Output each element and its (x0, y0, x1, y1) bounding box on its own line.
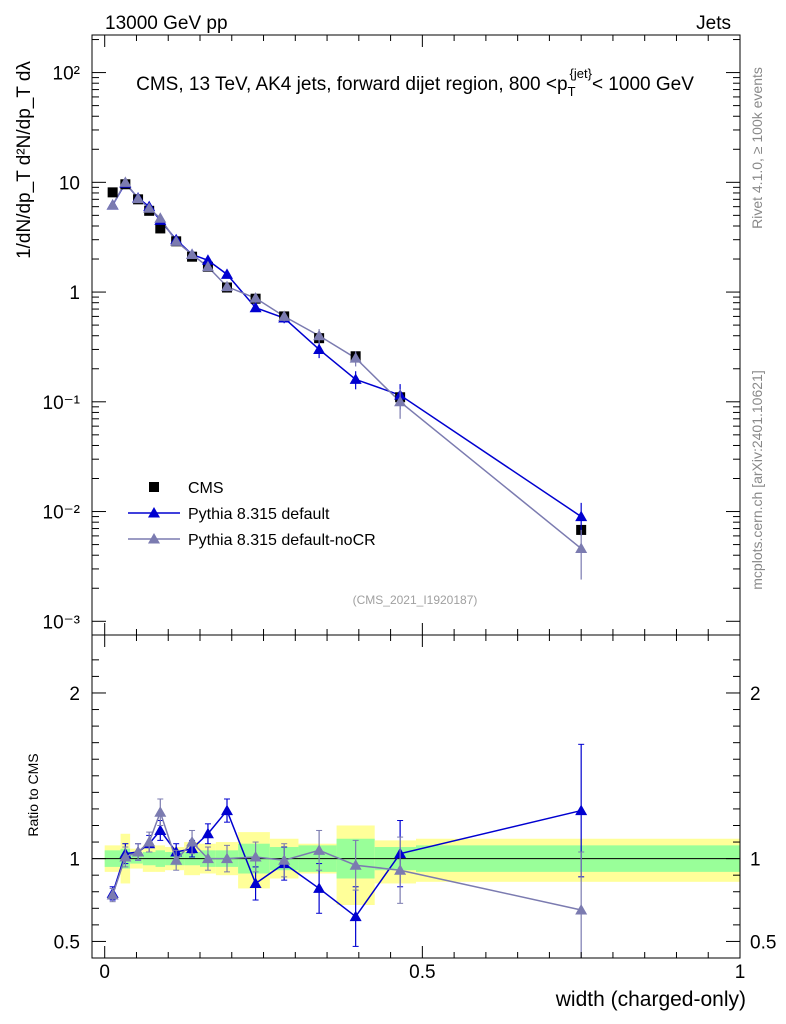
point-pythia-8-315-default (313, 343, 326, 354)
ratio-point-pythia-8-315-default (201, 827, 214, 839)
y-tick-label: 10⁻² (43, 503, 81, 524)
ratio-y-tick-label-right: 1 (750, 850, 761, 871)
y-tick-label: 10 (59, 173, 80, 194)
ratio-point-pythia-8-315-default-nocr (575, 903, 588, 915)
point-pythia-8-315-default-nocr (575, 542, 588, 554)
legend: CMS Pythia 8.315 default Pythia 8.315 defa… (128, 480, 376, 549)
ratio-point-pythia-8-315-default (313, 882, 326, 893)
mcplots-label: mcplots.cern.ch [arXiv:2401.10621] (749, 370, 765, 589)
legend-marker-cms (149, 482, 159, 492)
point-pythia-8-315-default-nocr (201, 260, 214, 272)
ratio-y-tick-label: 0.5 (54, 932, 80, 953)
point-pythia-8-315-default-nocr (186, 248, 199, 259)
ratio-point-pythia-8-315-default (249, 877, 262, 888)
y-tick-label: 10⁻¹ (43, 393, 81, 414)
x-axis-label: width (charged-only) (555, 988, 746, 1011)
point-pythia-8-315-default (221, 268, 233, 279)
x-tick-label: 1 (735, 962, 746, 983)
point-pythia-8-315-default-nocr (132, 192, 145, 204)
main-panel (106, 176, 588, 580)
analysis-tag: (CMS_2021_I1920187) (353, 593, 478, 607)
point-pythia-8-315-default-nocr (313, 329, 326, 341)
ratio-point-pythia-8-315-default-nocr (186, 836, 199, 847)
x-tick-label: 0 (99, 962, 110, 983)
chart-title: CMS, 13 TeV, AK4 jets, forward dijet reg… (136, 66, 694, 99)
ratio-point-pythia-8-315-default-nocr (221, 852, 233, 864)
legend-marker (148, 533, 160, 544)
point-pythia-8-315-default (575, 510, 588, 522)
ratio-point-pythia-8-315-default-nocr (394, 864, 407, 875)
ratio-frame (91, 634, 741, 959)
ratio-y-tick-label-right: 2 (750, 684, 761, 705)
point-pythia-8-315-default (201, 254, 214, 265)
point-pythia-8-315-default-nocr (249, 292, 262, 303)
ratio-point-pythia-8-315-default (575, 804, 588, 816)
legend-label: Pythia 8.315 default-noCR (188, 532, 376, 549)
cms-point (155, 223, 166, 234)
legend-label: CMS (188, 480, 224, 497)
point-pythia-8-315-default (249, 301, 262, 313)
ratio-point-pythia-8-315-default-nocr (143, 836, 156, 847)
y-tick-label: 1 (69, 283, 80, 304)
ratio-point-pythia-8-315-default (221, 804, 233, 816)
point-pythia-8-315-default-nocr (143, 202, 156, 213)
series-line-pythia-8-315-default-nocr (111, 180, 582, 550)
point-pythia-8-315-default-nocr (278, 310, 291, 321)
header-right: Jets (696, 13, 731, 34)
ratio-point-pythia-8-315-default-nocr (119, 850, 132, 862)
ratio-uncertainty-bands (92, 825, 740, 905)
point-pythia-8-315-default-nocr (349, 352, 362, 363)
legend-label: Pythia 8.315 default (188, 506, 330, 523)
y-tick-label: 10⁻³ (43, 612, 81, 633)
cms-point (107, 187, 118, 198)
ratio-point-pythia-8-315-default-nocr (349, 859, 362, 870)
legend-marker (148, 507, 160, 518)
y-tick-label: 10² (53, 64, 80, 85)
ratio-point-pythia-8-315-default-nocr (201, 852, 214, 864)
ratio-point-pythia-8-315-default-nocr (170, 854, 183, 865)
point-pythia-8-315-default-nocr (154, 212, 167, 223)
ratio-y-tick-label: 2 (69, 684, 80, 705)
series-line-pythia-8-315-default (111, 181, 582, 518)
ratio-point-pythia-8-315-default-nocr (313, 844, 326, 855)
ratio-panel (106, 743, 588, 959)
main-y-axis-label: 1/dN/dp_T d²N/dp_T dλ (14, 61, 35, 259)
ratio-y-tick-label-right: 0.5 (750, 932, 776, 953)
point-pythia-8-315-default-nocr (394, 395, 407, 407)
ratio-point-pythia-8-315-default (349, 910, 362, 922)
ratio-point-pythia-8-315-default-nocr (106, 889, 119, 900)
ratio-point-pythia-8-315-default-nocr (249, 850, 262, 862)
point-pythia-8-315-default (349, 373, 362, 384)
ratio-y-tick-label: 1 (69, 850, 80, 871)
x-tick-label: 0.5 (409, 962, 435, 983)
ratio-point-pythia-8-315-default-nocr (132, 845, 145, 857)
point-pythia-8-315-default-nocr (170, 235, 183, 246)
header-left: 13000 GeV pp (105, 13, 228, 34)
rivet-label: Rivet 4.1.0, ≥ 100k events (749, 67, 765, 229)
point-pythia-8-315-default-nocr (221, 280, 233, 292)
ratio-point-pythia-8-315-default-nocr (154, 806, 167, 817)
point-pythia-8-315-default-nocr (106, 199, 119, 210)
ratio-point-pythia-8-315-default-nocr (278, 854, 291, 865)
ratio-y-axis-label: Ratio to CMS (25, 753, 41, 836)
ratio-point-pythia-8-315-default (154, 824, 167, 835)
point-pythia-8-315-default-nocr (119, 176, 132, 187)
